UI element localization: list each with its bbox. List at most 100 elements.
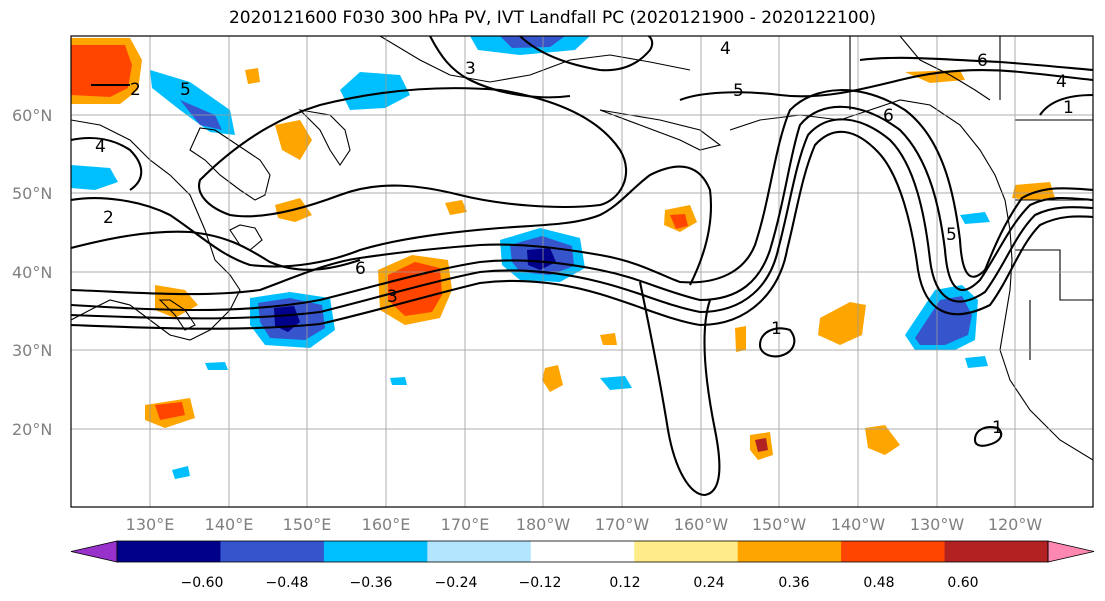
lat-label: 50°N xyxy=(12,184,52,203)
negative-anomaly-patch xyxy=(340,72,410,110)
pv-contour xyxy=(71,230,361,271)
lat-label: 30°N xyxy=(12,341,52,360)
negative-anomaly-patch xyxy=(960,212,990,224)
lon-label: 150°W xyxy=(752,515,807,534)
negative-anomaly-patch xyxy=(965,356,988,368)
lat-label: 40°N xyxy=(12,263,52,282)
colorbar-extend-low xyxy=(70,540,118,563)
lat-label: 60°N xyxy=(12,106,52,125)
negative-anomaly-patch xyxy=(150,70,235,135)
negative-anomaly-patch xyxy=(71,165,118,190)
pv-contour xyxy=(429,36,571,99)
colorbar-tick-label: 0.60 xyxy=(947,575,978,591)
positive-anomaly-patch xyxy=(865,425,900,455)
pv-contour xyxy=(758,327,796,358)
lon-label: 130°E xyxy=(126,515,175,534)
contour-label: 3 xyxy=(465,59,476,79)
pv-contours xyxy=(71,36,1093,497)
negative-anomaly-patch xyxy=(390,377,407,385)
contour-label: 3 xyxy=(387,287,398,307)
colorbar-segment xyxy=(427,541,532,562)
colorbar-segment xyxy=(634,541,739,562)
lon-label: 140°E xyxy=(205,515,254,534)
colorbar-segment xyxy=(117,541,221,562)
lat-label: 20°N xyxy=(12,420,52,439)
lon-label: 120°W xyxy=(988,515,1043,534)
contour-label: 6 xyxy=(355,259,366,279)
colorbar-tick-label: −0.60 xyxy=(181,575,224,591)
lon-label: 170°E xyxy=(441,515,490,534)
contour-label: 6 xyxy=(977,51,988,71)
colorbar-tick-label: 0.36 xyxy=(778,575,809,591)
shaded-anomalies xyxy=(71,36,1055,479)
colorbar-segment xyxy=(944,541,1049,562)
colorbar-segment xyxy=(841,541,946,562)
pv-contour xyxy=(71,118,1093,320)
negative-anomaly-patch xyxy=(172,466,190,479)
pv-contour xyxy=(859,56,1093,72)
contour-label: 4 xyxy=(720,39,731,59)
lon-label: 130°W xyxy=(910,515,965,534)
positive-anomaly-patch xyxy=(905,70,965,83)
positive-anomaly-patch xyxy=(1012,182,1055,200)
colorbar-segment xyxy=(530,541,635,562)
negative-anomaly-patch xyxy=(205,362,228,370)
negative-anomaly-patch xyxy=(915,296,972,345)
pv-contour xyxy=(638,281,721,497)
contour-label: 1 xyxy=(992,418,1003,438)
lon-label: 170°W xyxy=(595,515,650,534)
latitude-labels: 60°N 50°N 40°N 30°N 20°N xyxy=(12,106,52,439)
map-grid xyxy=(71,36,1093,507)
positive-anomaly-patch xyxy=(155,402,185,420)
positive-anomaly-patch xyxy=(275,120,312,160)
colorbar-segment xyxy=(737,541,842,562)
contour-label: 5 xyxy=(733,81,744,101)
negative-anomaly-patch xyxy=(600,376,632,390)
colorbar-tick-label: −0.12 xyxy=(519,575,562,591)
positive-anomaly-patch xyxy=(445,200,467,215)
contour-label: 4 xyxy=(95,137,106,157)
positive-anomaly-patch xyxy=(755,438,768,452)
colorbar-tick-label: −0.36 xyxy=(350,575,393,591)
contour-labels: 2 3 4 5 6 6 5 4 1 2 3 4 5 6 1 1 xyxy=(95,39,1074,438)
longitude-labels: 130°E 140°E 150°E 160°E 170°E 180°W 170°… xyxy=(126,515,1043,534)
pv-contour xyxy=(1039,93,1093,116)
positive-anomaly-patch xyxy=(600,333,617,345)
pv-contour xyxy=(519,36,654,72)
colorbar-extend-high xyxy=(1047,540,1095,563)
pv-contour xyxy=(679,69,1093,101)
pv-contour xyxy=(71,136,143,191)
colorbar xyxy=(70,540,1095,563)
contour-label: 2 xyxy=(103,208,114,228)
positive-anomaly-patch xyxy=(542,365,563,392)
pv-contour xyxy=(71,105,1093,312)
contour-label: 1 xyxy=(1063,98,1074,118)
colorbar-frame xyxy=(116,540,1049,563)
contour-label: 2 xyxy=(130,80,141,100)
pv-contour xyxy=(71,130,1093,330)
pv-contour xyxy=(71,89,1093,296)
contour-label: 6 xyxy=(883,106,894,126)
colorbar-tick-label: 0.48 xyxy=(863,575,894,591)
colorbar-tick-label: 0.12 xyxy=(609,575,640,591)
map-plot-area: 2 3 4 5 6 6 5 4 1 2 3 4 5 6 1 1 xyxy=(71,36,1093,507)
negative-anomaly-patch xyxy=(500,36,565,48)
contour-label: 4 xyxy=(1056,72,1067,92)
colorbar-tick-label: 0.24 xyxy=(693,575,724,591)
colorbar-tick-labels: −0.60 −0.48 −0.36 −0.24 −0.12 0.12 0.24 … xyxy=(181,575,979,591)
pv-contour xyxy=(973,426,1003,447)
map-title: 2020121600 F030 300 hPa PV, IVT Landfall… xyxy=(228,8,876,28)
lon-label: 160°E xyxy=(362,515,411,534)
colorbar-segment xyxy=(323,541,428,562)
lon-label: 160°W xyxy=(674,515,729,534)
map-frame xyxy=(70,35,1094,508)
pv-contour xyxy=(197,87,627,218)
positive-anomaly-patch xyxy=(71,45,132,97)
contour-label: 5 xyxy=(180,80,191,100)
colorbar-segment xyxy=(220,541,325,562)
contour-label: 1 xyxy=(771,319,782,339)
positive-anomaly-patch xyxy=(818,302,866,345)
lon-label: 140°W xyxy=(831,515,886,534)
positive-anomaly-patch xyxy=(735,326,746,352)
